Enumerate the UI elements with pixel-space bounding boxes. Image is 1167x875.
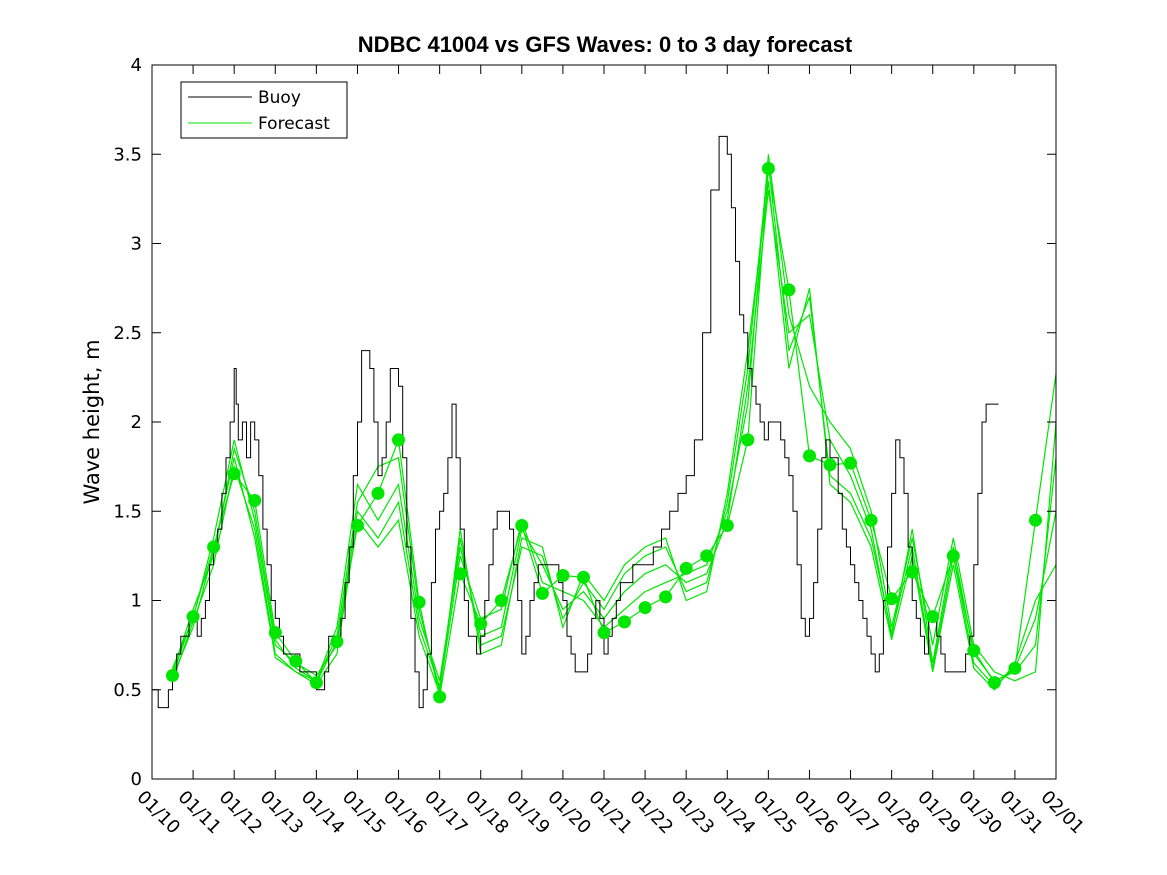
forecast-marker <box>700 549 714 563</box>
forecast-marker <box>309 676 323 690</box>
forecast-marker <box>741 433 755 447</box>
forecast-marker <box>474 617 488 631</box>
forecast-marker <box>433 690 447 704</box>
y-tick-label: 4 <box>131 55 142 76</box>
forecast-marker <box>864 513 878 527</box>
forecast-marker <box>1008 661 1022 675</box>
y-tick-label: 0 <box>131 769 142 790</box>
forecast-marker <box>515 519 529 532</box>
forecast-marker <box>597 626 611 640</box>
forecast-marker <box>392 433 405 447</box>
forecast-marker <box>556 569 570 582</box>
forecast-marker <box>330 635 344 649</box>
legend-forecast-label: Forecast <box>258 114 330 134</box>
legend: Buoy Forecast <box>180 81 348 139</box>
forecast-marker <box>453 567 467 581</box>
forecast-marker <box>227 467 241 481</box>
y-tick-label: 1.5 <box>113 501 142 522</box>
forecast-marker <box>946 549 960 563</box>
chart-title: NDBC 41004 vs GFS Waves: 0 to 3 day fore… <box>358 32 853 57</box>
forecast-marker <box>761 162 775 175</box>
forecast-marker <box>782 283 796 297</box>
forecast-marker <box>905 565 919 579</box>
forecast-marker <box>577 570 590 584</box>
y-tick-label: 2 <box>131 412 142 433</box>
forecast-marker <box>494 594 508 607</box>
forecast-marker <box>289 654 303 668</box>
y-tick-label: 0.5 <box>113 680 142 701</box>
y-tick-label: 3 <box>131 234 142 255</box>
forecast-marker <box>967 644 981 657</box>
plot-series-group <box>152 135 1056 709</box>
forecast-marker <box>351 519 364 532</box>
forecast-marker <box>679 561 693 575</box>
forecast-line-4 <box>171 163 1056 688</box>
forecast-marker <box>659 590 673 604</box>
y-tick-label: 3.5 <box>113 144 142 165</box>
forecast-marker <box>987 676 1001 690</box>
forecast-marker <box>248 494 262 507</box>
forecast-marker <box>412 595 426 609</box>
forecast-marker <box>803 449 816 463</box>
plot-area <box>152 135 1056 709</box>
forecast-marker <box>638 601 652 615</box>
forecast-marker <box>166 669 179 682</box>
legend-buoy-label: Buoy <box>258 88 301 108</box>
forecast-marker <box>268 626 282 640</box>
forecast-marker <box>207 540 221 554</box>
forecast-marker <box>720 519 734 532</box>
legend-box <box>180 81 348 139</box>
forecast-marker <box>926 610 940 624</box>
forecast-marker <box>371 486 385 500</box>
forecast-marker <box>186 610 200 624</box>
forecast-marker <box>823 458 837 472</box>
forecast-marker <box>844 456 857 470</box>
y-tick-label: 1 <box>131 591 142 612</box>
forecast-marker <box>885 592 899 606</box>
forecast-marker <box>1029 513 1042 527</box>
forecast-marker <box>535 586 549 600</box>
y-tick-label: 2.5 <box>113 323 142 344</box>
forecast-marker <box>618 615 631 629</box>
buoy-line <box>152 135 999 709</box>
y-axis-label: Wave height, m <box>80 339 104 504</box>
